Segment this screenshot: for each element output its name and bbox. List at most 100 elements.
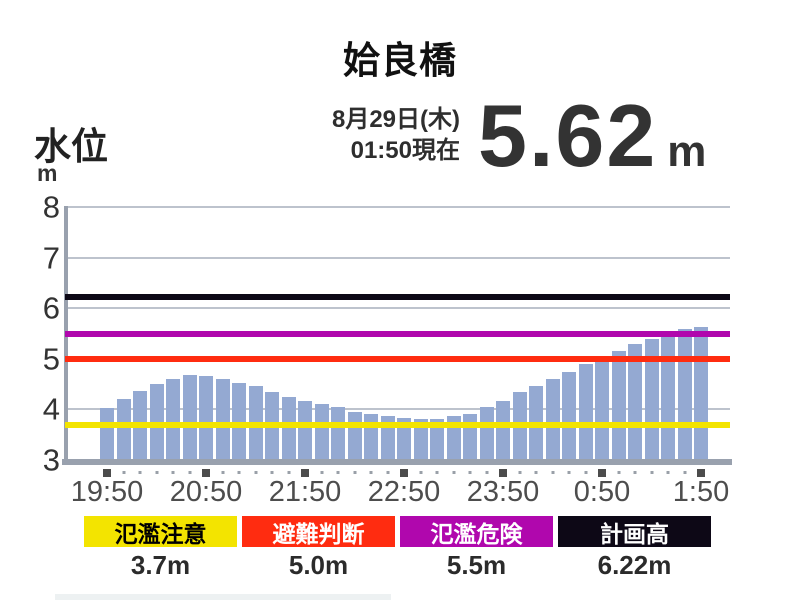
x-tick-minor-1:10 <box>633 471 637 474</box>
station-title: 姶良橋 <box>343 40 457 81</box>
x-tick-minor-22:40 <box>386 471 389 474</box>
x-tick-label-1:50: 1:50 <box>672 476 730 508</box>
bar-1:20 <box>644 338 659 460</box>
threshold-line-氾濫注意 <box>65 421 730 428</box>
x-tick-minor-22:10 <box>336 471 340 474</box>
bar-20:00 <box>116 399 131 460</box>
bar-1:30 <box>661 330 675 460</box>
bar-21:10 <box>232 382 246 460</box>
x-tick-minor-21:30 <box>270 471 274 474</box>
x-tick-minor-20:30 <box>171 471 175 474</box>
bottom-divider <box>55 594 391 600</box>
bar-23:10 <box>430 419 444 460</box>
bar-1:50 <box>694 327 708 460</box>
bar-0:30 <box>562 371 576 460</box>
x-tick-minor-20:00 <box>122 471 125 474</box>
bar-1:40 <box>677 329 692 460</box>
x-tick-minor-0:30 <box>567 471 571 474</box>
y-tick-label-8: 8 <box>42 189 60 225</box>
bar-19:50 <box>100 408 114 460</box>
y-axis-title: 水位 <box>34 126 108 167</box>
y-tick-label-4: 4 <box>42 391 60 427</box>
legend-box-氾濫危険: 氾濫危険 <box>400 516 553 547</box>
current-water-level-unit: m <box>667 127 707 176</box>
x-tick-major-20:50 <box>202 469 210 477</box>
x-tick-minor-23:10 <box>435 471 439 474</box>
x-tick-minor-23:30 <box>468 471 472 474</box>
threshold-line-計画高 <box>65 294 730 301</box>
legend-value-避難判断: 5.0m <box>288 550 349 580</box>
legend-value-氾濫危険: 5.5m <box>446 550 507 580</box>
observation-time: 01:50現在 <box>350 137 460 164</box>
x-tick-minor-20:20 <box>155 471 158 474</box>
x-tick-minor-23:40 <box>485 471 488 474</box>
bar-23:50 <box>496 400 510 460</box>
x-tick-minor-1:30 <box>666 471 670 474</box>
bar-22:50 <box>397 418 411 460</box>
x-tick-label-21:50: 21:50 <box>268 476 342 508</box>
bar-22:00 <box>314 404 329 460</box>
x-tick-minor-23:00 <box>419 471 422 474</box>
x-tick-minor-21:10 <box>237 471 241 474</box>
bar-20:30 <box>166 378 180 460</box>
threshold-line-避難判断 <box>65 355 730 362</box>
x-tick-label-19:50: 19:50 <box>70 476 144 508</box>
legend-box-氾濫注意: 氾濫注意 <box>84 516 237 547</box>
gridline-6 <box>65 307 730 310</box>
y-tick-label-5: 5 <box>42 341 60 377</box>
x-tick-minor-23:20 <box>452 471 455 474</box>
x-tick-minor-20:40 <box>188 471 191 474</box>
current-water-level: 5.62 <box>478 86 658 185</box>
y-tick-label-6: 6 <box>42 290 60 326</box>
bar-21:40 <box>281 396 296 460</box>
bar-22:10 <box>331 406 345 460</box>
x-tick-major-0:50 <box>598 469 606 477</box>
x-tick-label-20:50: 20:50 <box>169 476 243 508</box>
x-tick-major-23:50 <box>499 469 507 477</box>
gridline-4 <box>65 408 730 411</box>
bar-20:40 <box>182 375 197 460</box>
x-tick-minor-0:00 <box>518 471 521 474</box>
x-tick-label-22:50: 22:50 <box>367 476 441 508</box>
y-tick-label-7: 7 <box>42 240 60 276</box>
x-tick-label-0:50: 0:50 <box>573 476 631 508</box>
legend-box-計画高: 計画高 <box>558 516 711 547</box>
bar-0:50 <box>595 357 609 460</box>
x-tick-minor-22:30 <box>369 471 373 474</box>
observation-timestamp: 8月29日(木) 01:50現在 <box>230 104 460 166</box>
bar-1:00 <box>611 350 626 460</box>
x-tick-minor-0:20 <box>551 471 554 474</box>
bar-21:50 <box>298 400 312 460</box>
bar-0:40 <box>578 364 593 460</box>
threshold-line-氾濫危険 <box>65 330 730 337</box>
bar-21:00 <box>215 379 230 460</box>
x-tick-major-22:50 <box>400 469 408 477</box>
x-tick-minor-22:20 <box>353 471 356 474</box>
y-axis-unit: m <box>37 160 58 186</box>
bar-1:10 <box>628 343 642 460</box>
bar-0:20 <box>545 379 560 460</box>
x-tick-minor-0:40 <box>584 471 587 474</box>
x-tick-label-23:50: 23:50 <box>466 476 540 508</box>
x-tick-minor-0:10 <box>534 471 538 474</box>
current-reading: 5.62 m <box>478 86 778 186</box>
gridline-8 <box>65 206 730 208</box>
x-tick-major-19:50 <box>103 469 111 477</box>
x-tick-minor-1:40 <box>683 471 686 474</box>
bar-20:50 <box>199 376 213 460</box>
legend-value-計画高: 6.22m <box>597 550 672 580</box>
x-axis-line <box>62 459 732 465</box>
legend-box-避難判断: 避難判断 <box>242 516 395 547</box>
x-tick-minor-1:20 <box>650 471 653 474</box>
x-tick-minor-1:00 <box>617 471 620 474</box>
x-tick-minor-21:00 <box>221 471 224 474</box>
observation-date: 8月29日(木) <box>331 106 460 133</box>
x-tick-minor-21:40 <box>287 471 290 474</box>
bar-23:00 <box>413 419 428 460</box>
gridline-7 <box>65 256 730 259</box>
x-tick-minor-21:20 <box>254 471 257 474</box>
y-tick-label-3: 3 <box>42 442 60 478</box>
x-tick-major-21:50 <box>301 469 309 477</box>
